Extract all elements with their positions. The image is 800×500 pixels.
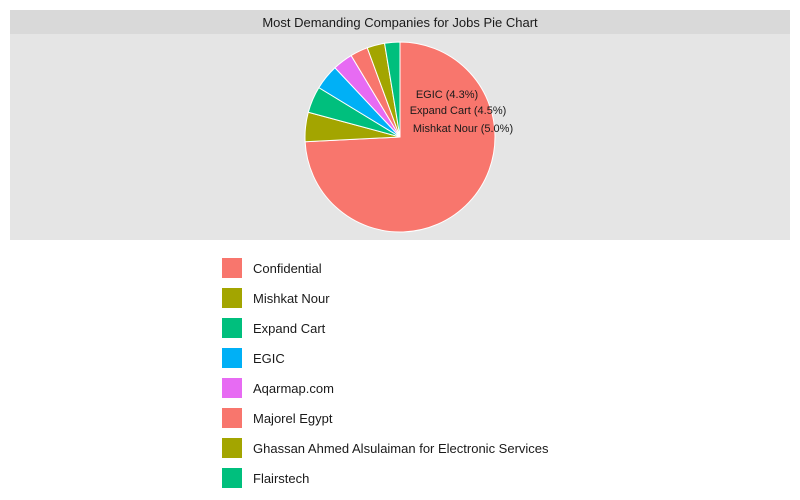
title-strip xyxy=(10,10,790,34)
legend-item: Ghassan Ahmed Alsulaiman for Electronic … xyxy=(222,433,549,463)
legend-item: EGIC xyxy=(222,343,549,373)
legend-key xyxy=(222,378,242,398)
pie-chart: Most Demanding Companies for Jobs Pie Ch… xyxy=(10,10,790,240)
legend-item: Flairstech xyxy=(222,463,549,493)
legend-key xyxy=(222,258,242,278)
legend-label: Aqarmap.com xyxy=(253,380,334,396)
legend-key xyxy=(222,288,242,308)
legend-label: Flairstech xyxy=(253,470,310,486)
slice-label-mishkat-nour: Mishkat Nour (5.0%) xyxy=(413,123,513,135)
legend-label: Ghassan Ahmed Alsulaiman for Electronic … xyxy=(253,440,549,456)
pie-slices xyxy=(304,41,496,233)
legend-key xyxy=(222,348,242,368)
legend-key xyxy=(222,468,242,488)
slice-label-egic: EGIC (4.3%) xyxy=(416,89,478,101)
slice-labels: Mishkat Nour (5.0%) Expand Cart (4.5%) EGI… xyxy=(410,89,513,135)
pie-slice-flairstech xyxy=(383,41,401,138)
legend-item: Aqarmap.com xyxy=(222,373,549,403)
legend-label: Majorel Egypt xyxy=(253,410,333,426)
legend-label: EGIC xyxy=(253,350,285,366)
chart-title: Most Demanding Companies for Jobs Pie Ch… xyxy=(262,15,538,30)
legend-item: Majorel Egypt xyxy=(222,403,549,433)
legend-key xyxy=(222,438,242,458)
legend-item: Mishkat Nour xyxy=(222,283,549,313)
legend-key xyxy=(222,408,242,428)
legend-key xyxy=(222,318,242,338)
legend: Confidential Mishkat Nour Expand Cart EGIC A… xyxy=(222,253,549,493)
legend-label: Expand Cart xyxy=(253,320,326,336)
legend-item: Expand Cart xyxy=(222,313,549,343)
slice-label-expand-cart: Expand Cart (4.5%) xyxy=(410,105,507,117)
legend-item: Confidential xyxy=(222,253,549,283)
legend-label: Mishkat Nour xyxy=(253,290,330,306)
legend-label: Confidential xyxy=(253,260,322,276)
